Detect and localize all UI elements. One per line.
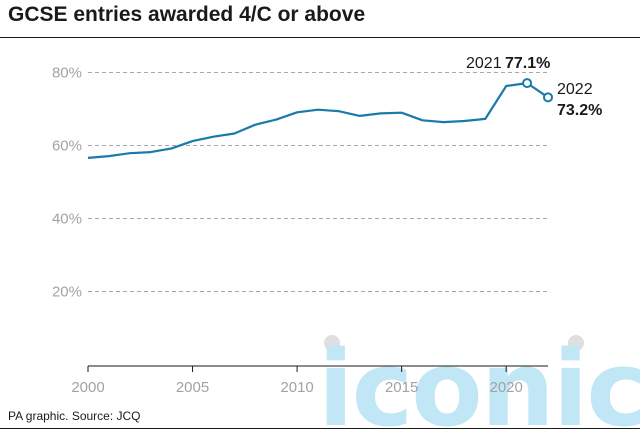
y-tick-label: 40% bbox=[52, 211, 82, 228]
x-tick-label: 2010 bbox=[280, 379, 313, 396]
x-tick-label: 2000 bbox=[71, 379, 104, 396]
chart-title: GCSE entries awarded 4/C or above bbox=[8, 3, 366, 26]
x-tick-label: 2020 bbox=[489, 379, 522, 396]
bottom-rule bbox=[0, 428, 640, 429]
y-tick-label: 20% bbox=[52, 284, 82, 301]
y-tick-label: 80% bbox=[52, 65, 82, 82]
x-tick-label: 2005 bbox=[176, 379, 209, 396]
annotation-value-2022: 73.2% bbox=[557, 102, 602, 119]
x-tick-label: 2015 bbox=[385, 379, 418, 396]
annotation-value-2021: 77.1% bbox=[505, 55, 550, 72]
source-note: PA graphic. Source: JCQ bbox=[8, 409, 141, 423]
y-tick-label: 60% bbox=[52, 138, 82, 155]
annotation-year-2021: 2021 bbox=[466, 55, 502, 72]
iconic-watermark: iconic bbox=[318, 328, 640, 433]
data-point-2022 bbox=[543, 92, 553, 103]
annotation-year-2022: 2022 bbox=[557, 81, 593, 98]
title-rule bbox=[0, 37, 640, 38]
data-point-2021 bbox=[522, 78, 533, 89]
svg-text:iconic: iconic bbox=[318, 328, 640, 433]
data-line bbox=[87, 81, 549, 159]
